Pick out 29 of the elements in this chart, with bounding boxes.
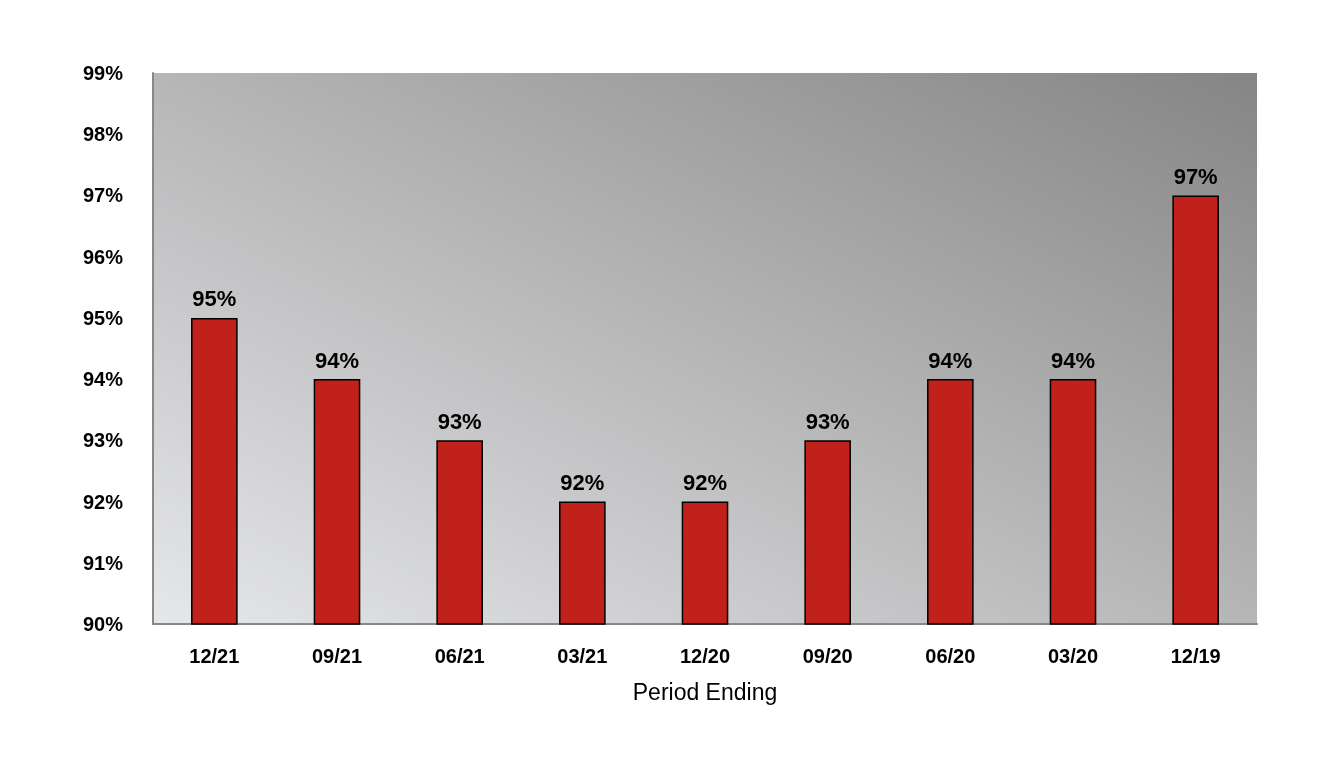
data-label: 94%: [1050, 347, 1096, 373]
y-tick-label: 96%: [82, 245, 124, 268]
data-label: 92%: [682, 470, 728, 496]
x-tick-label: 09/21: [311, 645, 363, 667]
y-tick-label: 93%: [82, 429, 124, 452]
data-label: 95%: [192, 286, 237, 312]
x-tick-label: 03/20: [1047, 645, 1099, 667]
y-tick-label: 90%: [82, 613, 124, 635]
y-tick-label: 97%: [82, 184, 124, 207]
data-label: 94%: [928, 347, 973, 373]
x-tick-label: 12/19: [1170, 645, 1221, 667]
y-tick-label: 95%: [82, 306, 124, 329]
y-tick-label: 98%: [82, 123, 124, 146]
x-tick-label: 12/21: [189, 645, 240, 667]
y-tick-label: 91%: [82, 551, 124, 574]
data-label: 93%: [437, 408, 482, 434]
y-tick-label: 92%: [82, 490, 124, 513]
data-label: 92%: [560, 470, 605, 496]
data-label: 94%: [314, 347, 360, 373]
data-label: 93%: [805, 408, 850, 434]
x-tick-label: 09/20: [802, 645, 853, 667]
x-tick-label: 06/21: [434, 645, 485, 667]
data-label: 97%: [1173, 163, 1218, 189]
x-tick-label: 06/20: [925, 645, 976, 667]
y-tick-label: 94%: [82, 368, 124, 391]
x-axis-title: Period Ending: [632, 678, 778, 705]
y-tick-label: 99%: [82, 62, 124, 84]
x-tick-label: 03/21: [557, 645, 608, 667]
x-tick-label: 12/20: [679, 645, 731, 667]
